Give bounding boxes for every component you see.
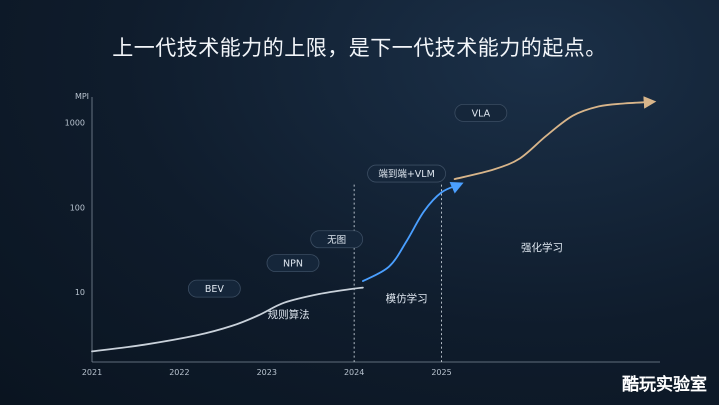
tech-pill bbox=[454, 103, 508, 122]
series-imitation-learning-curve bbox=[362, 182, 464, 282]
tech-pill bbox=[187, 279, 241, 298]
x-tick-label: 2022 bbox=[169, 368, 189, 377]
tech-pill bbox=[310, 230, 364, 249]
tech-pill-label: NPN bbox=[283, 259, 303, 270]
series-rule-based-curve bbox=[91, 286, 364, 353]
tech-pill-label: 端到端+VLM bbox=[378, 168, 434, 180]
tech-pill bbox=[266, 254, 320, 272]
x-tick-label: 2023 bbox=[257, 368, 277, 377]
x-tick-label: 2025 bbox=[431, 368, 451, 377]
tech-pill-label: 无图 bbox=[327, 235, 346, 246]
tech-pill-label: BEV bbox=[205, 284, 225, 295]
slide-title: 上一代技术能力的上限，是下一代技术能力的起点。 bbox=[112, 36, 607, 60]
phase-label: 模仿学习 bbox=[386, 292, 428, 305]
y-tick-label: 100 bbox=[70, 203, 85, 212]
tech-pill bbox=[367, 164, 446, 183]
phase-label: 强化学习 bbox=[521, 241, 563, 254]
watermark-logo-text: 酷玩实验室 bbox=[622, 375, 707, 395]
series-reinforcement-learning-curve bbox=[453, 96, 657, 180]
y-axis-label: MPI bbox=[75, 92, 89, 101]
x-tick-label: 2024 bbox=[344, 368, 364, 377]
phase-label: 规则算法 bbox=[268, 308, 310, 321]
x-tick-label: 2021 bbox=[82, 368, 102, 377]
y-tick-label: 10 bbox=[75, 288, 85, 297]
y-tick-label: 1000 bbox=[65, 119, 85, 128]
tech-pill-label: VLA bbox=[472, 108, 491, 119]
